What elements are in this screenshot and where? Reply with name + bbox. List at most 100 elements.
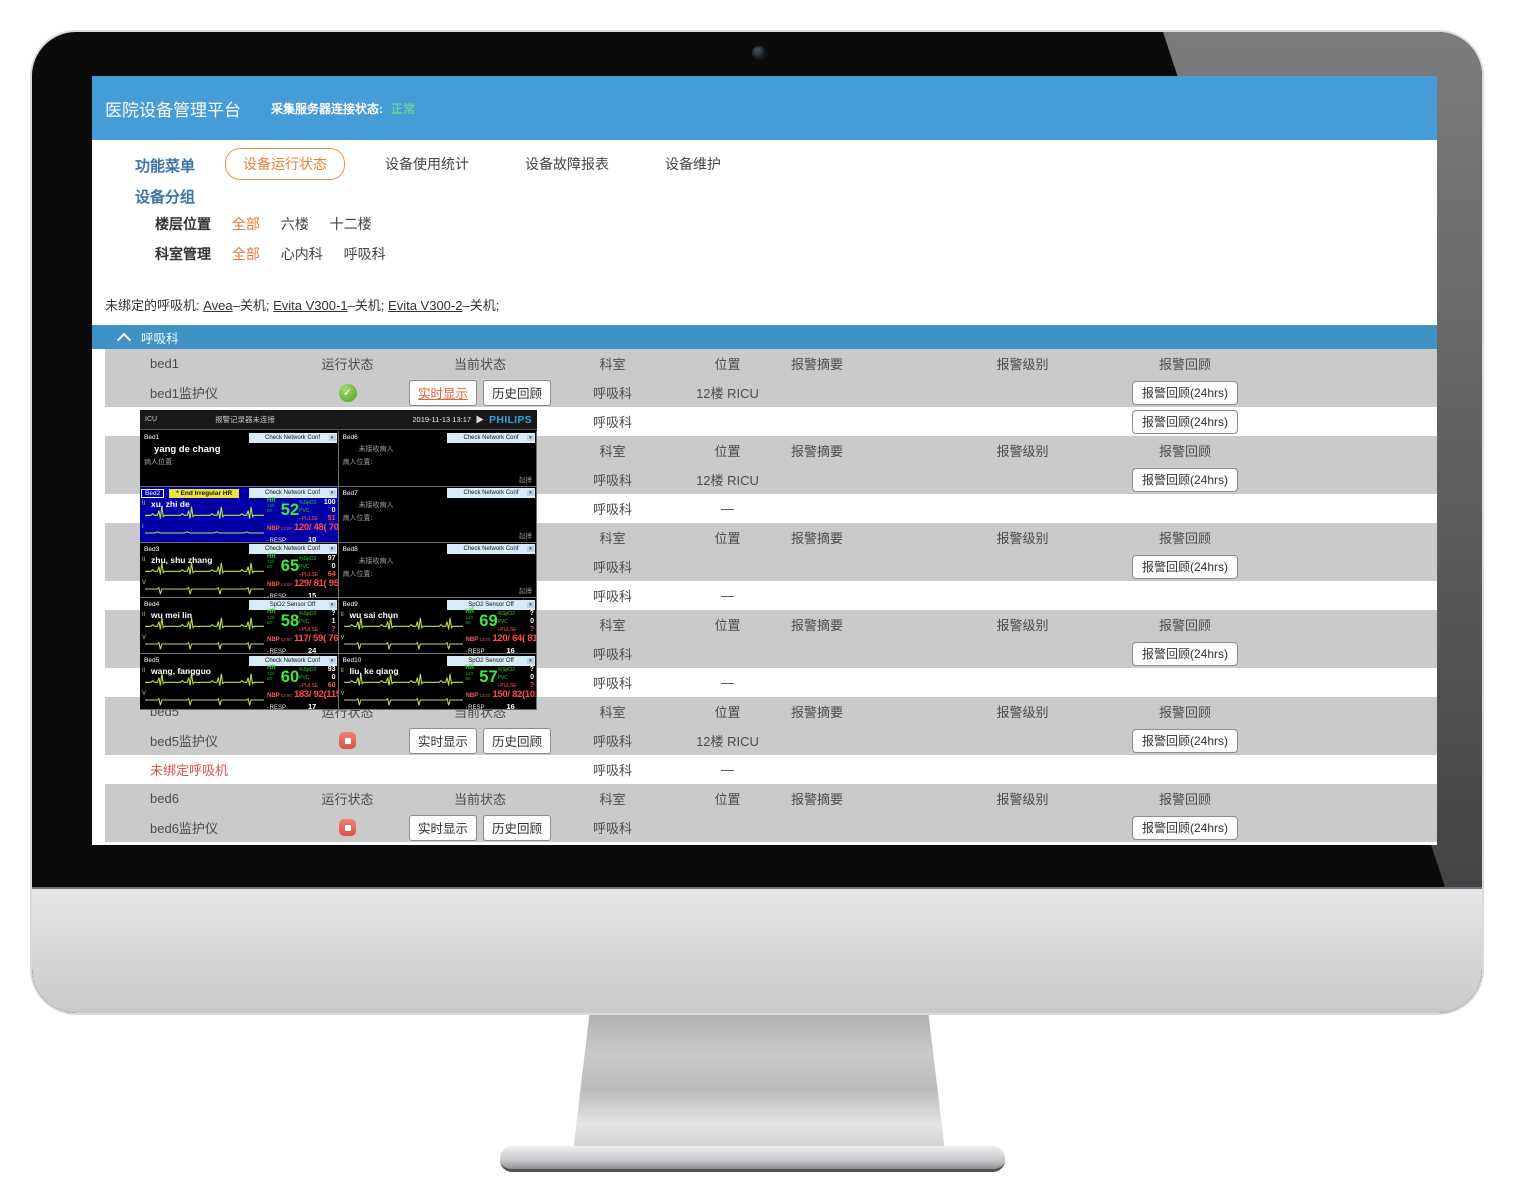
hr-value: 69 xyxy=(479,612,498,631)
col-level: 报警级别 xyxy=(996,705,1049,720)
bed-config-dropdown[interactable]: Check Network Conf ▾ xyxy=(447,432,535,443)
lead-label: V xyxy=(340,691,345,698)
bed-group-title: bed6 xyxy=(150,791,179,806)
bed-config-dropdown[interactable]: Check Network Conf ▾ xyxy=(248,544,337,555)
tab-device-maintenance[interactable]: 设备维护 xyxy=(665,156,721,172)
alarm-review-button[interactable]: 报警回顾(24hrs) xyxy=(1131,409,1238,434)
screen: 医院设备管理平台 采集服务器连接状态: 正常 功能菜单 设备运行状态 设备使用统… xyxy=(92,76,1437,845)
monitor-bed-panel: Bed5 Check Network Conf ▾ wang, fangguo I… xyxy=(140,654,339,710)
bed-label: Bed1 xyxy=(144,434,160,441)
resp-value: 10 xyxy=(307,534,317,543)
bed-label: Bed6 xyxy=(342,434,358,441)
alarm-review-button[interactable]: 报警回顾(24hrs) xyxy=(1131,467,1238,492)
bed-label: Bed10 xyxy=(342,657,362,665)
loc-cell: 12楼 RICU xyxy=(696,473,759,488)
filter-floor-6[interactable]: 六楼 xyxy=(280,216,309,232)
lead-label: II xyxy=(142,668,146,675)
alarm-review-button[interactable]: 报警回顾(24hrs) xyxy=(1131,380,1238,405)
resp-value: 16 xyxy=(506,702,515,710)
realtime-button[interactable]: 实时显示 xyxy=(408,727,477,754)
col-run: 运行状态 xyxy=(321,357,374,372)
ventilator-link-avea[interactable]: Avea xyxy=(203,298,233,313)
bed-config-dropdown[interactable]: Check Network Conf ▾ xyxy=(248,432,337,443)
ventilator-link-evita2[interactable]: Evita V300-2 xyxy=(388,298,463,313)
alarm-review-button[interactable]: 报警回顾(24hrs) xyxy=(1131,728,1238,753)
pulse-value: 60 xyxy=(327,682,336,690)
bed-config-dropdown[interactable]: Check Network Conf ▾ xyxy=(248,655,337,666)
col-review: 报警回顾 xyxy=(1158,357,1211,372)
monitor-datetime: 2019-11-13 13:17 xyxy=(412,415,472,424)
col-review: 报警回顾 xyxy=(1158,531,1211,546)
filter-dept-respiratory[interactable]: 呼吸科 xyxy=(343,246,386,262)
lead-label: II xyxy=(142,612,146,619)
unbound-status3: –关机; xyxy=(462,298,500,313)
dept-cell: 呼吸科 xyxy=(592,560,632,575)
tab-device-fault-report[interactable]: 设备故障报表 xyxy=(525,156,609,172)
bed-config-dropdown[interactable]: SpO2 Sensor Off ▾ xyxy=(248,599,337,610)
bed-config-dropdown[interactable]: SpO2 Sensor Off ▾ xyxy=(447,599,535,610)
pvc-value: 0 xyxy=(530,674,534,682)
history-button[interactable]: 历史回顾 xyxy=(483,727,552,754)
monitor-bed-panel: Bed6 Check Network Conf ▾ 未接收病人 病人位置: 起搏 xyxy=(338,431,537,487)
alarm-review-button[interactable]: 报警回顾(24hrs) xyxy=(1131,641,1238,666)
imac-chin xyxy=(32,887,1482,1013)
nbp-value: 120/ 64( 81) xyxy=(492,633,537,645)
spo2-value: ? xyxy=(331,610,336,618)
table-row xyxy=(105,842,1437,845)
chevron-down-icon: ▾ xyxy=(328,490,336,497)
filter-floor-12[interactable]: 十二楼 xyxy=(329,216,372,232)
bed-config-dropdown[interactable]: Check Network Conf ▾ xyxy=(248,488,337,499)
ecg-waveform xyxy=(145,673,264,686)
nav-bar: 功能菜单 设备运行状态 设备使用统计 设备故障报表 设备维护 xyxy=(92,148,1437,180)
tab-device-run-status[interactable]: 设备运行状态 xyxy=(225,148,345,180)
ecg-waveform xyxy=(145,531,264,534)
monitor-grid: Bed1 Check Network Conf ▾ yang de chang 病… xyxy=(140,431,537,710)
dept-cell: 呼吸科 xyxy=(592,415,632,430)
pace-label: 起搏 xyxy=(519,476,532,484)
unbound-status2: –关机; xyxy=(347,298,385,313)
bed-config-dropdown[interactable]: Check Network Conf ▾ xyxy=(447,544,535,555)
hr-label: HR xyxy=(267,497,276,504)
status-stopped-icon xyxy=(339,732,356,750)
monitor-bed-panel: Bed9 SpO2 Sensor Off ▾ wu sai chun II V H… xyxy=(338,598,537,655)
spo2-value: ? xyxy=(529,610,534,618)
bed-config-dropdown[interactable]: Check Network Conf ▾ xyxy=(447,488,535,499)
monitor-bed-panel: Bed2 * End Irregular HR Check Network Co… xyxy=(140,486,339,543)
alarm-bell-icon xyxy=(476,415,484,424)
history-button[interactable]: 历史回顾 xyxy=(483,379,552,406)
realtime-button[interactable]: 实时显示 xyxy=(408,814,477,841)
monitor-bed-panel: Bed4 SpO2 Sensor Off ▾ wu mei lin II V HR… xyxy=(140,598,339,655)
filter-dept-all[interactable]: 全部 xyxy=(231,246,260,262)
ventilator-link-evita1[interactable]: Evita V300-1 xyxy=(273,298,348,313)
philips-logo: PHILIPS xyxy=(489,413,532,426)
alarm-review-button[interactable]: 报警回顾(24hrs) xyxy=(1131,815,1238,840)
tab-device-usage-stats[interactable]: 设备使用统计 xyxy=(385,156,469,172)
filter-dept-cardiology[interactable]: 心内科 xyxy=(280,246,323,262)
ecg-waveform xyxy=(145,506,264,519)
col-dept: 科室 xyxy=(599,792,626,807)
bed-label: Bed7 xyxy=(342,489,358,497)
pvc-value: 0 xyxy=(331,674,336,682)
hr-value: 57 xyxy=(479,668,498,687)
alarm-review-button[interactable]: 报警回顾(24hrs) xyxy=(1131,554,1238,579)
section-respiratory-bar[interactable]: 呼吸科 xyxy=(92,325,1437,349)
hr-value: 65 xyxy=(280,556,300,575)
ecg-waveform xyxy=(145,618,264,631)
pace-label: 起搏 xyxy=(519,532,532,540)
unit-label: ICU xyxy=(145,416,158,423)
col-dept: 科室 xyxy=(599,531,626,546)
col-dept: 科室 xyxy=(599,705,626,720)
col-dept: 科室 xyxy=(599,618,626,633)
no-patient-label: 未接收病人 xyxy=(358,501,394,509)
lead-label: V xyxy=(340,635,345,642)
dept-cell: 呼吸科 xyxy=(592,676,632,691)
pulse-value: ? xyxy=(331,626,336,634)
bed-config-dropdown[interactable]: SpO2 Sensor Off ▾ xyxy=(447,655,535,666)
server-status-label: 采集服务器连接状态: xyxy=(271,101,383,116)
resp-value: 15 xyxy=(307,590,317,599)
realtime-button[interactable]: 实时显示 xyxy=(408,379,477,406)
bed-label: Bed3 xyxy=(144,545,160,553)
filter-floor-all[interactable]: 全部 xyxy=(231,216,260,232)
col-level: 报警级别 xyxy=(996,792,1049,807)
history-button[interactable]: 历史回顾 xyxy=(483,814,552,841)
